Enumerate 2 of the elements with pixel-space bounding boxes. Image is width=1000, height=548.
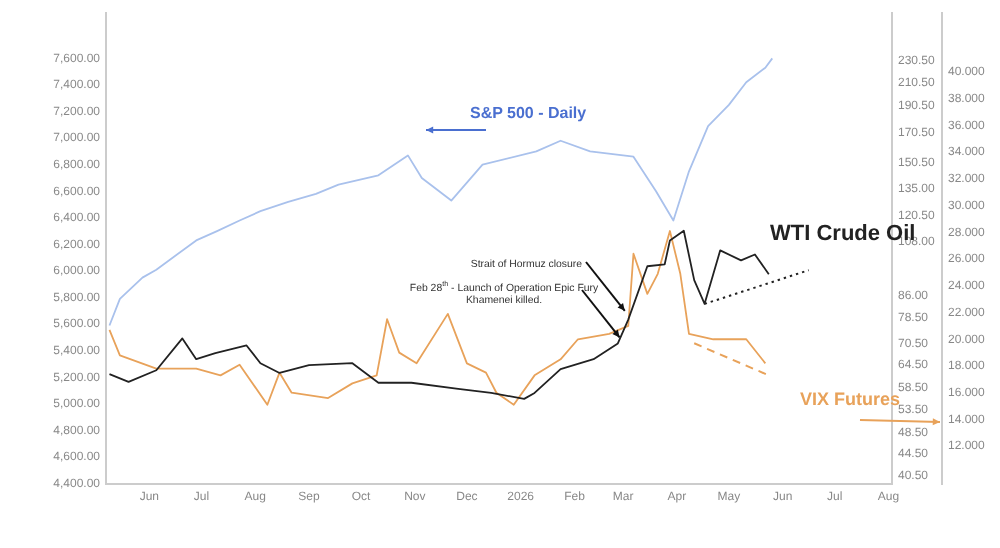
series-label: S&P 500 - Daily <box>470 104 588 123</box>
text: VIX Futures <box>800 388 901 409</box>
